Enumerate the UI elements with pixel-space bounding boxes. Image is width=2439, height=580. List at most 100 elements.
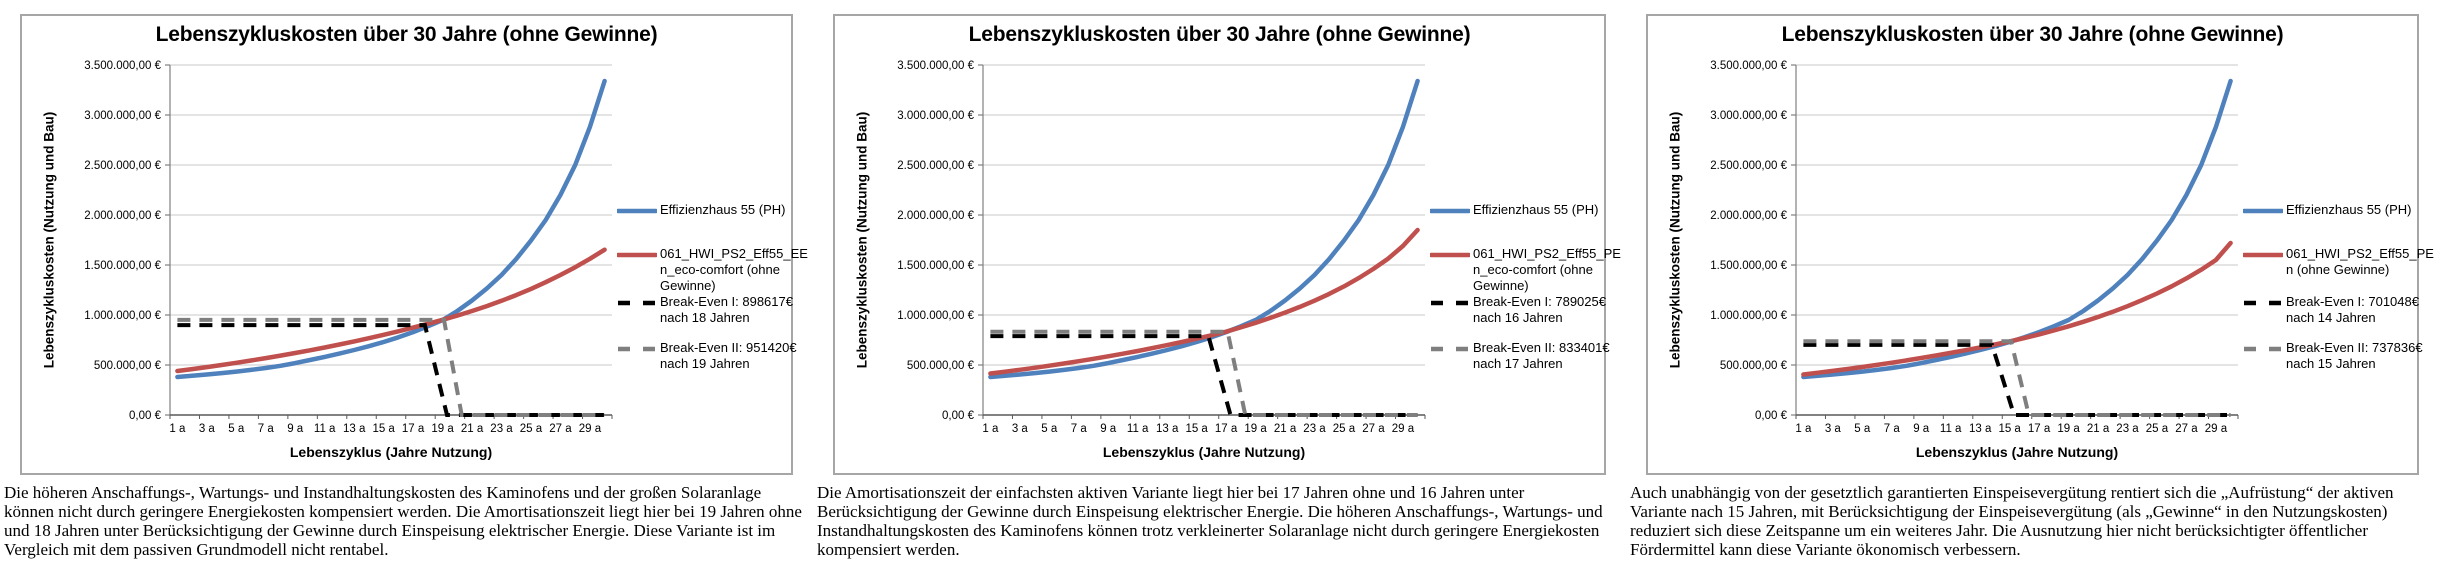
break-even-line-2 bbox=[177, 317, 605, 417]
y-tick-label: 2.500.000,00 € bbox=[897, 160, 974, 172]
legend-marker-line bbox=[2244, 346, 2282, 352]
legend-marker-line bbox=[2243, 252, 2283, 258]
x-tick-label: 19 a bbox=[2057, 423, 2080, 435]
x-tick-label: 17 a bbox=[402, 423, 425, 435]
y-tick-label: 2.000.000,00 € bbox=[84, 210, 161, 222]
x-tick-label: 15 a bbox=[1185, 423, 1208, 435]
x-tick-label: 29 a bbox=[2205, 423, 2228, 435]
legend: Effizienzhaus 55 (PH) 061_HWI_PS2_Eff55_P… bbox=[1430, 16, 1621, 477]
y-tick-label: 2.000.000,00 € bbox=[1710, 210, 1787, 222]
legend-label: Break-Even I: 898617€ nach 18 Jahren bbox=[660, 294, 793, 325]
series-line-0 bbox=[175, 78, 607, 380]
y-tick-label: 3.000.000,00 € bbox=[1710, 110, 1787, 122]
series-line-1 bbox=[175, 247, 607, 374]
series-line-0 bbox=[1801, 78, 2233, 380]
chart-box: Lebenszykluskosten über 30 Jahre (ohne G… bbox=[20, 14, 808, 477]
x-tick-label: 15 a bbox=[1998, 423, 2021, 435]
legend-entry: Break-Even II: 737836€ nach 15 Jahren bbox=[2243, 340, 2423, 372]
legend-marker-line bbox=[618, 300, 656, 306]
y-tick-label: 2.000.000,00 € bbox=[897, 210, 974, 222]
y-tick-label: 500.000,00 € bbox=[907, 360, 975, 372]
legend-label: Break-Even I: 701048€ nach 14 Jahren bbox=[2286, 294, 2419, 325]
chart-title: Lebenszykluskosten über 30 Jahre (ohne G… bbox=[155, 23, 658, 46]
x-tick-label: 3 a bbox=[199, 423, 216, 435]
x-tick-label: 21 a bbox=[1274, 423, 1297, 435]
legend-label: 061_HWI_PS2_Eff55_PE n (ohne Gewinne) bbox=[2286, 246, 2434, 277]
x-tick-label: 11 a bbox=[314, 423, 336, 435]
x-tick-label: 13 a bbox=[343, 423, 366, 435]
x-tick-label: 17 a bbox=[1215, 423, 1238, 435]
y-tick-label: 0,00 € bbox=[942, 410, 975, 422]
legend: Effizienzhaus 55 (PH) 061_HWI_PS2_Eff55_E… bbox=[617, 16, 808, 477]
x-tick-label: 29 a bbox=[1392, 423, 1415, 435]
x-tick-label: 7 a bbox=[1884, 423, 1901, 435]
x-axis-title: Lebenszyklus (Jahre Nutzung) bbox=[1102, 444, 1306, 460]
y-tick-label: 500.000,00 € bbox=[94, 360, 162, 372]
y-tick-label: 3.500.000,00 € bbox=[1710, 60, 1787, 72]
x-tick-label: 27 a bbox=[1362, 423, 1385, 435]
legend-label: Effizienzhaus 55 (PH) bbox=[2286, 202, 2412, 217]
y-tick-label: 1.000.000,00 € bbox=[1710, 310, 1787, 322]
x-tick-label: 9 a bbox=[1100, 423, 1117, 435]
y-tick-label: 3.000.000,00 € bbox=[897, 110, 974, 122]
chart-box: Lebenszykluskosten über 30 Jahre (ohne G… bbox=[1646, 14, 2434, 477]
x-axis-title: Lebenszyklus (Jahre Nutzung) bbox=[289, 444, 493, 460]
legend-entry: 061_HWI_PS2_Eff55_PE n_eco-comfort (ohne G… bbox=[1430, 246, 1621, 294]
y-tick-label: 3.500.000,00 € bbox=[897, 60, 974, 72]
x-tick-label: 21 a bbox=[2087, 423, 2110, 435]
y-tick-label: 2.500.000,00 € bbox=[1710, 160, 1787, 172]
break-even-line-1 bbox=[1803, 342, 2231, 417]
y-tick-label: 1.000.000,00 € bbox=[897, 310, 974, 322]
y-tick-label: 3.000.000,00 € bbox=[84, 110, 161, 122]
legend-label: Break-Even II: 951420€ nach 19 Jahren bbox=[660, 340, 797, 371]
x-tick-label: 1 a bbox=[1795, 423, 1812, 435]
x-tick-label: 3 a bbox=[1825, 423, 1842, 435]
legend-marker-line bbox=[2244, 300, 2282, 306]
y-tick-label: 3.500.000,00 € bbox=[84, 60, 161, 72]
x-tick-label: 25 a bbox=[1333, 423, 1356, 435]
legend-entry: 061_HWI_PS2_Eff55_PE n (ohne Gewinne) bbox=[2243, 246, 2434, 278]
x-tick-label: 13 a bbox=[1969, 423, 1992, 435]
series-line-1 bbox=[1801, 240, 2233, 377]
x-tick-label: 9 a bbox=[287, 423, 304, 435]
x-tick-label: 15 a bbox=[372, 423, 395, 435]
break-even-line-2 bbox=[990, 329, 1418, 417]
chart-title: Lebenszykluskosten über 30 Jahre (ohne G… bbox=[968, 23, 1471, 46]
y-tick-label: 1.500.000,00 € bbox=[84, 260, 161, 272]
x-axis-title: Lebenszyklus (Jahre Nutzung) bbox=[1915, 444, 2119, 460]
legend-marker-line bbox=[1430, 252, 1470, 258]
x-tick-label: 27 a bbox=[549, 423, 572, 435]
x-tick-label: 7 a bbox=[1071, 423, 1088, 435]
x-tick-label: 27 a bbox=[2175, 423, 2198, 435]
x-tick-label: 29 a bbox=[579, 423, 602, 435]
chart-title: Lebenszykluskosten über 30 Jahre (ohne G… bbox=[1781, 23, 2284, 46]
x-tick-label: 23 a bbox=[2116, 423, 2139, 435]
x-tick-label: 5 a bbox=[1854, 423, 1871, 435]
legend-marker-line bbox=[618, 346, 656, 352]
series-line-1 bbox=[988, 227, 1420, 376]
legend-entry: Break-Even I: 701048€ nach 14 Jahren bbox=[2243, 294, 2419, 326]
x-tick-label: 5 a bbox=[1041, 423, 1058, 435]
legend-entry: Effizienzhaus 55 (PH) bbox=[1430, 202, 1599, 218]
x-tick-label: 21 a bbox=[461, 423, 484, 435]
legend-label: Effizienzhaus 55 (PH) bbox=[1473, 202, 1599, 217]
chart-box: Lebenszykluskosten über 30 Jahre (ohne G… bbox=[833, 14, 1621, 477]
legend-label: Effizienzhaus 55 (PH) bbox=[660, 202, 786, 217]
chart-caption: Die Amortisationszeit der einfachsten ak… bbox=[817, 483, 1603, 559]
x-tick-label: 23 a bbox=[1303, 423, 1326, 435]
series-line-0 bbox=[988, 78, 1420, 380]
x-tick-label: 11 a bbox=[1127, 423, 1149, 435]
plot-area: 3.500.000,00 € 3.000.000,00 € 2.500.000,00… bbox=[897, 60, 1426, 435]
legend-entry: Break-Even II: 951420€ nach 19 Jahren bbox=[617, 340, 797, 372]
x-tick-label: 5 a bbox=[228, 423, 245, 435]
break-even-line-1 bbox=[990, 334, 1418, 417]
legend: Effizienzhaus 55 (PH) 061_HWI_PS2_Eff55_P… bbox=[2243, 16, 2434, 477]
x-tick-label: 25 a bbox=[520, 423, 543, 435]
x-tick-label: 9 a bbox=[1913, 423, 1930, 435]
chart-card-2: Lebenszykluskosten über 30 Jahre (ohne G… bbox=[813, 0, 1626, 580]
legend-label: Break-Even II: 737836€ nach 15 Jahren bbox=[2286, 340, 2423, 371]
y-tick-label: 0,00 € bbox=[129, 410, 162, 422]
y-tick-label: 2.500.000,00 € bbox=[84, 160, 161, 172]
chart-card-1: Lebenszykluskosten über 30 Jahre (ohne G… bbox=[0, 0, 813, 580]
